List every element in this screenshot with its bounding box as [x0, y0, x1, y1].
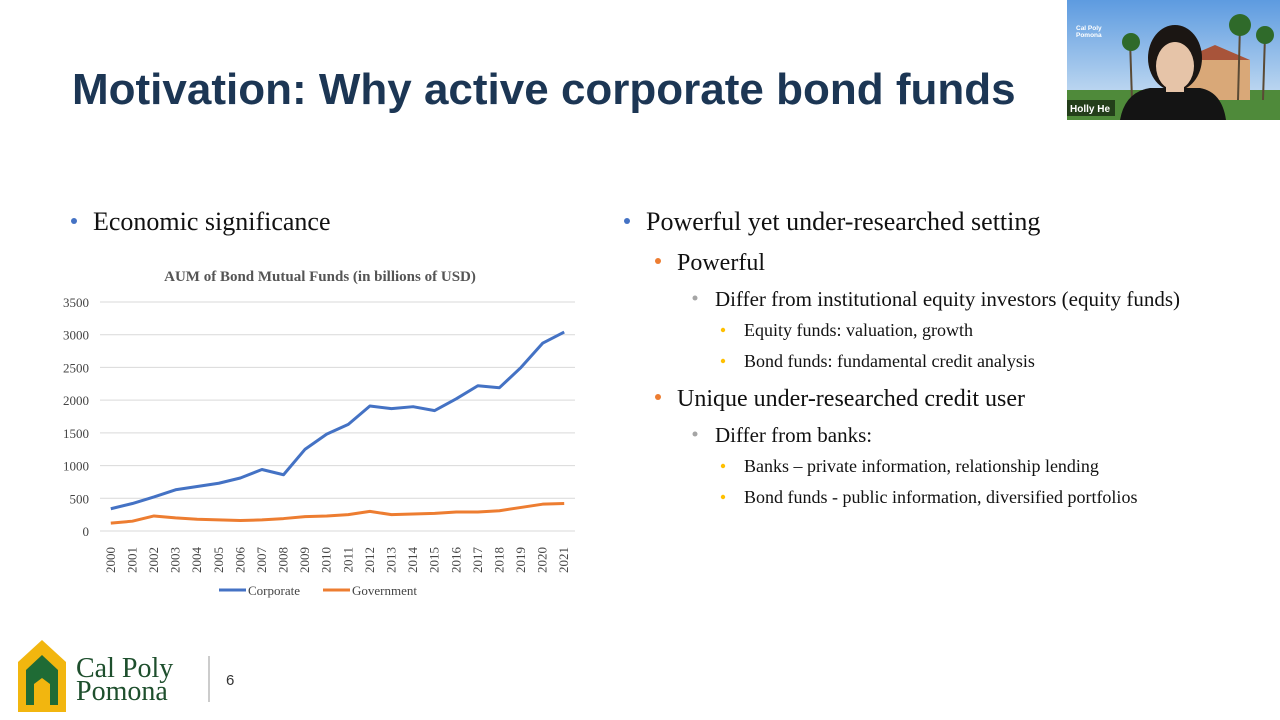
data-line [110, 330, 565, 511]
x-tick-label: 2019 [513, 547, 528, 573]
y-tick-label: 2500 [63, 360, 89, 375]
bullet-text: Differ from institutional equity investo… [715, 287, 1180, 311]
bullet [720, 327, 726, 333]
participant-name: Holly He [1070, 104, 1110, 115]
x-tick-label: 2000 [103, 547, 118, 573]
bullet [655, 394, 661, 400]
bullet [720, 358, 726, 364]
x-tick-label: 2015 [427, 547, 442, 573]
x-tick-label: 2016 [448, 547, 463, 574]
y-tick-label: 0 [83, 524, 90, 539]
logo-text: Pomona [76, 676, 168, 707]
x-tick-label: 2007 [254, 547, 269, 574]
y-tick-label: 500 [70, 491, 90, 506]
page-number: 6 [226, 672, 234, 689]
bullet-text: Powerful [677, 250, 765, 276]
x-tick-label: 2008 [276, 547, 291, 573]
bullet-text: Bond funds - public information, diversi… [744, 487, 1137, 507]
x-tick-label: 2010 [319, 547, 334, 573]
legend-label: Corporate [248, 583, 300, 598]
x-tick-label: 2004 [189, 547, 204, 574]
video-background-text: Cal Poly [1076, 25, 1102, 32]
bullet-text: Unique under-researched credit user [677, 386, 1025, 412]
bullet [720, 494, 726, 500]
bullet [71, 218, 77, 224]
bullet-text: Economic significance [93, 207, 331, 236]
y-tick-label: 1500 [63, 426, 89, 441]
x-tick-label: 2013 [383, 547, 398, 573]
x-tick-label: 2005 [211, 547, 226, 573]
slide-title: Motivation: Why active corporate bond fu… [72, 65, 1016, 114]
y-tick-label: 2000 [63, 393, 89, 408]
data-line [110, 502, 565, 525]
bullet-text: Powerful yet under-researched setting [646, 207, 1040, 236]
video-background-text: Pomona [1076, 32, 1102, 39]
y-tick-label: 3000 [63, 328, 89, 343]
bullet [655, 258, 661, 264]
bullet-text: Banks – private information, relationshi… [744, 456, 1099, 476]
chart-title: AUM of Bond Mutual Funds (in billions of… [164, 269, 476, 285]
x-tick-label: 2003 [168, 547, 183, 573]
y-tick-label: 1000 [63, 459, 89, 474]
bullet [692, 431, 698, 437]
x-tick-label: 2014 [405, 547, 420, 574]
bullet-text: Bond funds: fundamental credit analysis [744, 351, 1035, 371]
legend-label: Government [352, 583, 417, 598]
video-tile: Cal Poly Pomona Holly He [1067, 0, 1280, 120]
bullet-text: Differ from banks: [715, 423, 872, 447]
x-tick-label: 2002 [146, 547, 161, 573]
bullet [692, 295, 698, 301]
x-tick-label: 2017 [470, 547, 485, 574]
y-tick-label: 3500 [63, 295, 89, 310]
bullet-text: Equity funds: valuation, growth [744, 320, 973, 340]
x-tick-label: 2009 [297, 547, 312, 573]
x-tick-label: 2006 [232, 547, 247, 574]
x-tick-label: 2020 [535, 547, 550, 573]
x-tick-label: 2011 [340, 547, 355, 573]
logo-text: Cal Poly [76, 653, 173, 684]
x-tick-label: 2021 [556, 547, 571, 573]
x-tick-label: 2001 [124, 547, 139, 573]
logo: Cal Poly Pomona [18, 640, 210, 712]
bullet [624, 218, 630, 224]
x-tick-label: 2012 [362, 547, 377, 573]
bullet [720, 463, 726, 469]
x-tick-label: 2018 [491, 547, 506, 573]
